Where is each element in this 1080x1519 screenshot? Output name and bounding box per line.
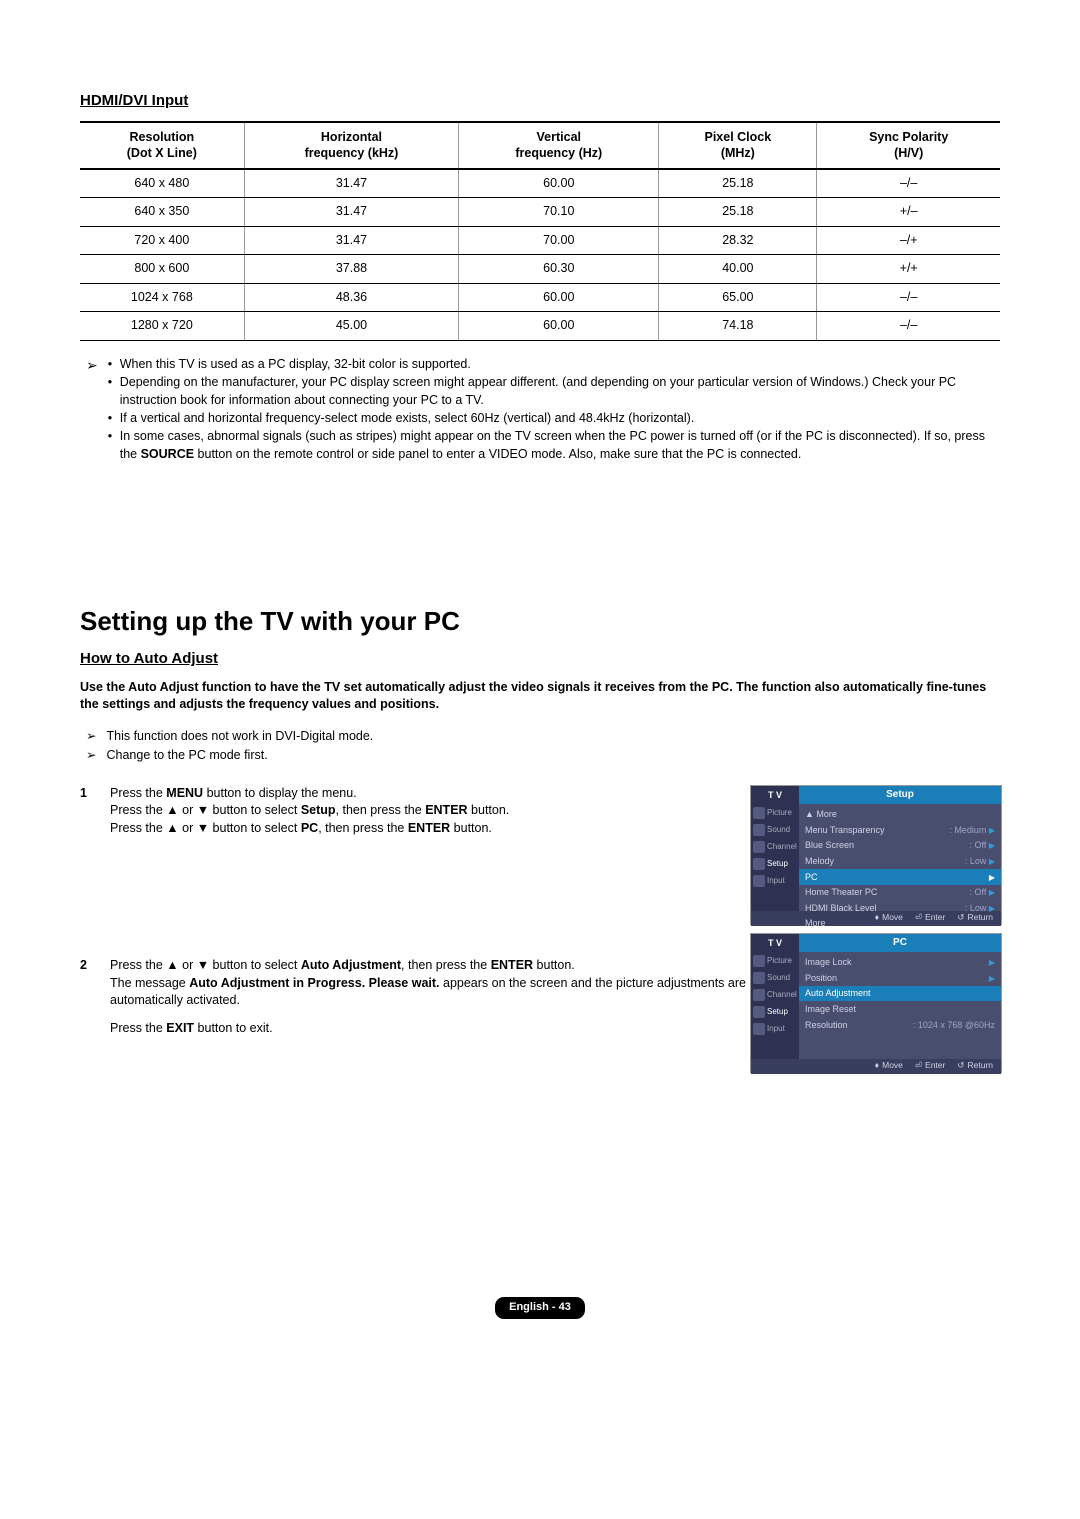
- page-number: English - 43: [495, 1297, 585, 1318]
- intro-text: Use the Auto Adjust function to have the…: [80, 679, 1000, 714]
- main-heading: Setting up the TV with your PC: [80, 603, 1000, 639]
- osd-menu-row: Position ▶: [805, 970, 995, 986]
- osd-menu-row: ▲ More: [805, 807, 995, 823]
- table-cell: 60.30: [459, 255, 659, 284]
- hdmi-table: Resolution(Dot X Line)Horizontalfrequenc…: [80, 121, 1000, 341]
- table-cell: 60.00: [459, 283, 659, 312]
- osd-tv-label: T V: [751, 934, 799, 952]
- table-cell: 28.32: [659, 226, 817, 255]
- subheading: How to Auto Adjust: [80, 648, 1000, 669]
- note-item: In some cases, abnormal signals (such as…: [108, 427, 1000, 463]
- table-cell: 65.00: [659, 283, 817, 312]
- table-cell: 60.00: [459, 312, 659, 341]
- table-header: Verticalfrequency (Hz): [459, 122, 659, 169]
- osd-side-item: Sound: [753, 824, 797, 836]
- osd-menu-row: Melody: Low ▶: [805, 853, 995, 869]
- osd-side-item: Picture: [753, 807, 797, 819]
- table-cell: 40.00: [659, 255, 817, 284]
- table-cell: 1280 x 720: [80, 312, 244, 341]
- hdmi-notes: ➢ When this TV is used as a PC display, …: [80, 355, 1000, 464]
- table-cell: 74.18: [659, 312, 817, 341]
- osd-side-item: Input: [753, 1023, 797, 1035]
- table-cell: 800 x 600: [80, 255, 244, 284]
- osd-foot-enter: ⏎ Enter: [915, 1060, 945, 1072]
- table-cell: 25.18: [659, 169, 817, 198]
- table-cell: –/–: [817, 283, 1000, 312]
- osd-menu-row: HDMI Black Level: Low ▶: [805, 900, 995, 916]
- osd-side-item: Channel: [753, 989, 797, 1001]
- osd-side-item: Picture: [753, 955, 797, 967]
- table-header: Sync Polarity(H/V): [817, 122, 1000, 169]
- osd-menu-row: Menu Transparency: Medium ▶: [805, 822, 995, 838]
- table-cell: +/+: [817, 255, 1000, 284]
- table-cell: –/–: [817, 169, 1000, 198]
- table-header: Pixel Clock(MHz): [659, 122, 817, 169]
- osd-title: PC: [799, 934, 1001, 952]
- osd-menu-row: Home Theater PC: Off ▶: [805, 885, 995, 901]
- hdmi-section-title: HDMI/DVI Input: [80, 90, 1000, 111]
- table-row: 640 x 35031.4770.1025.18+/–: [80, 198, 1000, 227]
- table-cell: 70.10: [459, 198, 659, 227]
- table-cell: –/+: [817, 226, 1000, 255]
- table-cell: 31.47: [244, 226, 459, 255]
- table-cell: 640 x 480: [80, 169, 244, 198]
- osd-side-item: Channel: [753, 841, 797, 853]
- osd-tv-label: T V: [751, 786, 799, 804]
- osd-side-item: Setup: [753, 858, 797, 870]
- table-cell: 60.00: [459, 169, 659, 198]
- osd-pc-menu: T V PC Picture Sound Channel Setup Input Ima…: [750, 933, 1002, 1073]
- table-cell: 640 x 350: [80, 198, 244, 227]
- table-cell: 70.00: [459, 226, 659, 255]
- pre-note: ➢This function does not work in DVI-Digi…: [80, 728, 1000, 746]
- osd-foot-return: ↺ Return: [957, 1060, 993, 1072]
- table-cell: 48.36: [244, 283, 459, 312]
- steps-area: T V Setup PictureSoundChannelSetupInput …: [80, 785, 1000, 1038]
- osd-setup-menu: T V Setup PictureSoundChannelSetupInput …: [750, 785, 1002, 925]
- osd-menu-row: Image Reset: [805, 1001, 995, 1017]
- table-cell: 1024 x 768: [80, 283, 244, 312]
- page-footer: English - 43: [80, 1297, 1000, 1318]
- table-header: Horizontalfrequency (kHz): [244, 122, 459, 169]
- osd-side-item: Sound: [753, 972, 797, 984]
- osd-menu-row: Blue Screen: Off ▶: [805, 838, 995, 854]
- table-row: 800 x 60037.8860.3040.00+/+: [80, 255, 1000, 284]
- osd-side-item: Setup: [753, 1006, 797, 1018]
- table-cell: 37.88: [244, 255, 459, 284]
- table-cell: 31.47: [244, 198, 459, 227]
- osd-title: Setup: [799, 786, 1001, 804]
- note-item: If a vertical and horizontal frequency-s…: [108, 409, 1000, 427]
- osd-menu-row: Auto Adjustment: [799, 986, 1001, 1002]
- notes-arrow-icon: ➢: [80, 355, 98, 464]
- note-item: Depending on the manufacturer, your PC d…: [108, 373, 1000, 409]
- table-cell: 25.18: [659, 198, 817, 227]
- table-cell: 31.47: [244, 169, 459, 198]
- osd-menu-row: Image Lock ▶: [805, 955, 995, 971]
- pre-note: ➢Change to the PC mode first.: [80, 747, 1000, 765]
- osd-side-item: Input: [753, 875, 797, 887]
- table-cell: 720 x 400: [80, 226, 244, 255]
- table-row: 720 x 40031.4770.0028.32–/+: [80, 226, 1000, 255]
- table-header: Resolution(Dot X Line): [80, 122, 244, 169]
- osd-menu-row: More: [805, 916, 995, 932]
- osd-foot-move: ♦ Move: [875, 1060, 903, 1072]
- table-cell: –/–: [817, 312, 1000, 341]
- osd-menu-row: PC ▶: [799, 869, 1001, 885]
- table-row: 640 x 48031.4760.0025.18–/–: [80, 169, 1000, 198]
- table-row: 1024 x 76848.3660.0065.00–/–: [80, 283, 1000, 312]
- table-cell: 45.00: [244, 312, 459, 341]
- table-cell: +/–: [817, 198, 1000, 227]
- note-item: When this TV is used as a PC display, 32…: [108, 355, 1000, 373]
- table-row: 1280 x 72045.0060.0074.18–/–: [80, 312, 1000, 341]
- osd-menu-row: Resolution: 1024 x 768 @60Hz: [805, 1017, 995, 1033]
